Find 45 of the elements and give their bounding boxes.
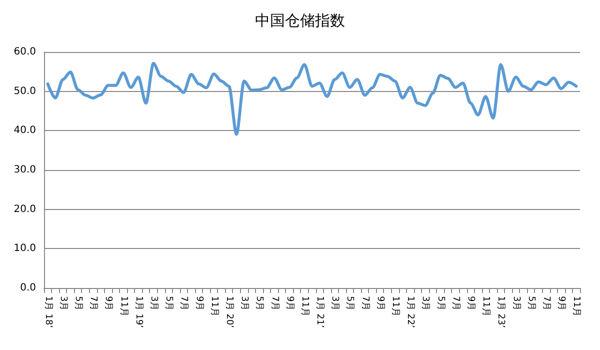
x-tick-label: 11月 — [118, 296, 128, 316]
x-tick-label: 7月 — [269, 296, 280, 311]
x-tick-label: 11月 — [390, 296, 400, 316]
x-tick-label: 9月 — [103, 296, 114, 311]
x-tick-label: 3月 — [58, 296, 68, 311]
x-tick-label: 9月 — [556, 296, 566, 311]
x-tick-label: 1月 19’ — [133, 296, 144, 328]
x-tick-label: 3月 — [420, 296, 430, 311]
x-tick-label: 1月 20’ — [224, 296, 234, 328]
x-tick-label: 3月 — [510, 296, 521, 311]
line-series — [46, 62, 578, 136]
x-tick-label: 11月 — [208, 296, 219, 316]
x-tick-label: 7月 — [178, 296, 189, 311]
x-tick-label: 7月 — [360, 296, 370, 311]
chart-title: 中国仓储指数 — [255, 12, 345, 30]
y-tick-label: 30.0 — [14, 164, 36, 176]
x-tick-label: 1月 23’ — [496, 296, 506, 328]
x-tick-label: 3月 — [239, 296, 250, 311]
x-tick-label: 5月 — [344, 296, 355, 311]
x-tick-label: 5月 — [435, 296, 446, 311]
x-tick-label: 5月 — [72, 296, 83, 311]
y-tick-label: 40.0 — [14, 125, 36, 136]
y-tick-label: 50.0 — [14, 86, 36, 97]
x-tick-label: 1月 22’ — [405, 296, 416, 328]
x-tick-label: 5月 — [254, 296, 264, 311]
x-tick-label: 7月 — [88, 296, 98, 311]
x-tick-label: 9月 — [466, 296, 476, 311]
y-tick-label: 10.0 — [14, 243, 36, 254]
y-tick-label: 0.0 — [20, 282, 36, 294]
x-tick-label: 1月 18’ — [42, 296, 53, 328]
y-tick-label: 60.0 — [14, 46, 36, 58]
y-tick-label: 20.0 — [14, 204, 36, 215]
x-tick-label: 5月 — [164, 296, 174, 311]
x-tick-label: 1月 21’ — [314, 296, 325, 328]
x-tick-label: 9月 — [284, 296, 294, 311]
x-tick-label: 7月 — [541, 296, 552, 311]
x-tick-label: 3月 — [330, 296, 340, 311]
x-tick-label: 3月 — [148, 296, 158, 311]
x-tick-label: 11月 — [571, 296, 582, 316]
x-tick-label: 9月 — [194, 296, 204, 311]
x-tick-label: 11月 — [480, 296, 491, 316]
x-tick-label: 9月 — [374, 296, 385, 311]
x-tick-label: 7月 — [450, 296, 460, 311]
x-tick-label: 5月 — [526, 296, 536, 311]
x-tick-label: 11月 — [299, 296, 310, 316]
